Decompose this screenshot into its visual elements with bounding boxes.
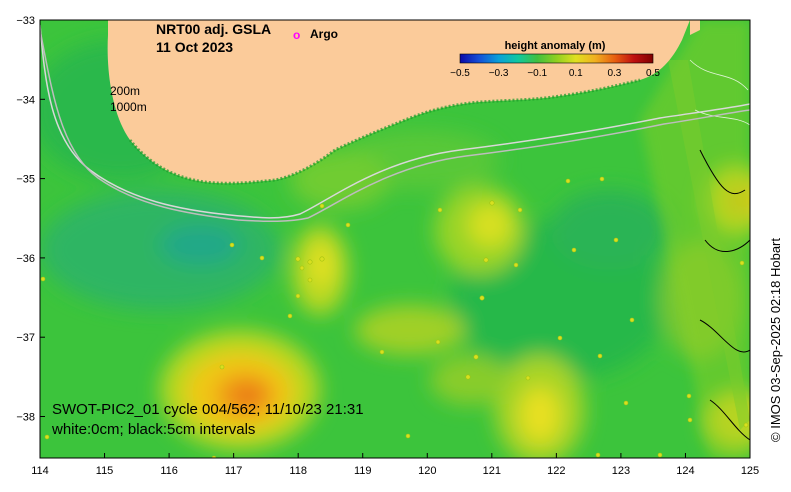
- argo-marker-icon: o: [293, 28, 300, 42]
- y-tick-label: −34: [16, 94, 35, 106]
- argo-label: Argo: [310, 27, 338, 41]
- x-tick-label: 121: [483, 465, 501, 477]
- colorbar-tick-label: −0.3: [489, 68, 509, 79]
- contour-200m: [40, 24, 750, 219]
- x-tick-label: 123: [612, 465, 630, 477]
- swot-contour-note: white:0cm; black:5cm intervals: [51, 421, 255, 438]
- contour-200m-label: 200m: [110, 84, 140, 98]
- colorbar-title: height anomaly (m): [505, 40, 606, 52]
- x-tick-label: 122: [547, 465, 565, 477]
- plot-frame: [39, 19, 751, 459]
- colorbar-tick-label: 0.1: [569, 68, 583, 79]
- map-title: NRT00 adj. GSLA: [156, 21, 271, 37]
- plot-area: [40, 20, 750, 458]
- x-axis: 114 115 116 117 118 119 120 121 122 123 124 125: [31, 453, 759, 477]
- colorbar-tick-label: 0.3: [607, 68, 621, 79]
- y-tick-label: −37: [16, 332, 35, 344]
- contour-1000m-label: 1000m: [110, 100, 147, 114]
- x-tick-label: 114: [31, 465, 49, 477]
- x-tick-label: 124: [676, 465, 694, 477]
- x-tick-label: 117: [225, 465, 243, 477]
- x-tick-label: 115: [96, 465, 114, 477]
- y-tick-label: −36: [16, 253, 35, 265]
- y-axis: −33 −34 −35 −36 −37 −38: [16, 15, 45, 424]
- map-date: 11 Oct 2023: [156, 39, 233, 55]
- y-tick-label: −33: [16, 15, 35, 27]
- contour-1000m: [40, 29, 750, 223]
- y-tick-label: −35: [16, 174, 35, 186]
- x-tick-label: 120: [418, 465, 436, 477]
- colorbar: height anomaly (m) −0.5 −0.3 −0.1 0.1 0.3 0.5: [450, 40, 660, 79]
- y-tick-label: −38: [16, 412, 35, 424]
- colorbar-ramp: [459, 53, 654, 64]
- swot-caption: SWOT-PIC2_01 cycle 004/562; 11/10/23 21:…: [52, 401, 364, 418]
- x-tick-label: 116: [160, 465, 178, 477]
- colorbar-tick-label: 0.5: [646, 68, 660, 79]
- colorbar-tick-label: −0.1: [527, 68, 547, 79]
- x-tick-label: 119: [354, 465, 372, 477]
- swot-swath: [640, 20, 750, 458]
- x-tick-label: 125: [741, 465, 759, 477]
- colorbar-tick-label: −0.5: [450, 68, 470, 79]
- x-tick-label: 118: [289, 465, 307, 477]
- float-markers: [40, 176, 749, 458]
- credit-text: © IMOS 03-Sep-2025 02:18 Hobart: [768, 238, 783, 442]
- colorbar-ticks: −0.5 −0.3 −0.1 0.1 0.3 0.5: [450, 68, 660, 79]
